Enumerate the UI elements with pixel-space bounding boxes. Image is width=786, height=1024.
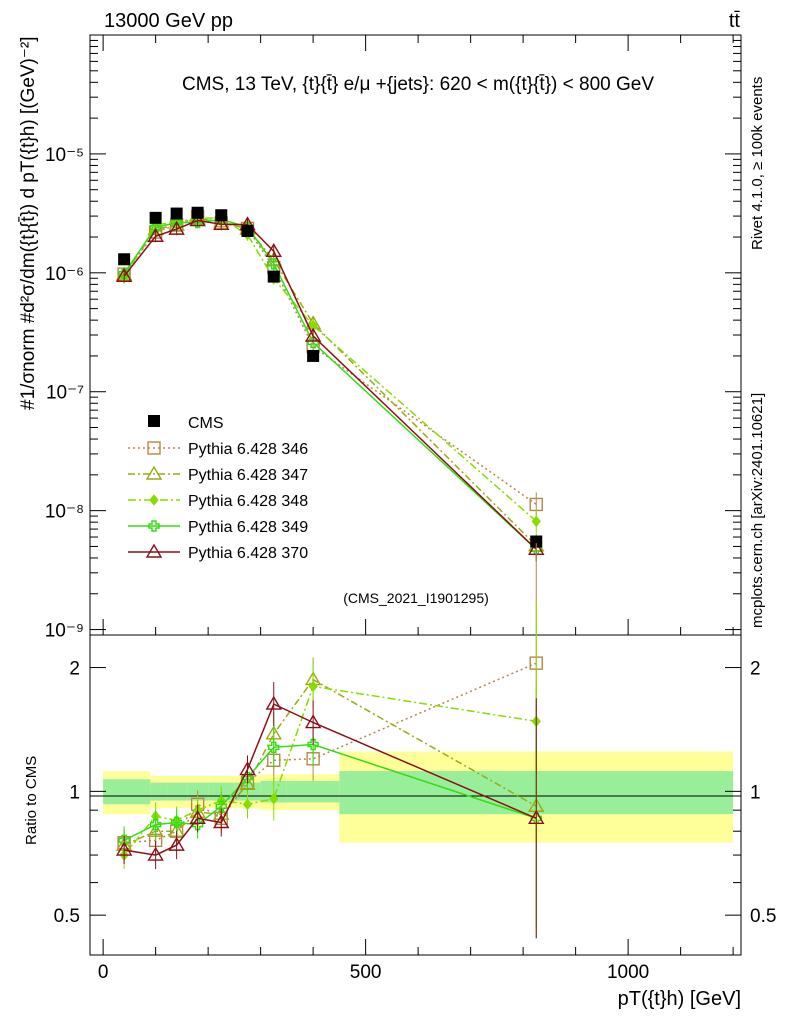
ratio-series	[115, 543, 545, 939]
cms-point	[530, 535, 543, 548]
legend: CMS Pythia 6.428 346 Pythia 6.428 347 Pythi…	[128, 415, 308, 562]
legend-label-347: Pythia 6.428 347	[188, 467, 308, 484]
ratio-point-370	[189, 809, 206, 824]
series-line-347	[123, 218, 537, 547]
mcplots-label: mcplots.cern.ch [arXiv:2401.10621]	[749, 393, 766, 628]
y-tick-label: 10⁻⁸	[45, 502, 84, 523]
x-axis-label: pT({t}h) [GeV]	[618, 988, 741, 1010]
ratio-tick-label: 0.5	[54, 906, 80, 927]
legend-label-349: Pythia 6.428 349	[188, 519, 308, 536]
legend-label-348: Pythia 6.428 348	[188, 493, 308, 510]
x-ticks: 0 500 1000	[98, 35, 734, 983]
series-point-370	[189, 212, 206, 227]
y-tick-label: 10⁻⁵	[45, 145, 84, 166]
ratio-point-348	[269, 792, 279, 805]
ratio-point-370	[168, 836, 185, 851]
x-tick-label: 500	[350, 962, 382, 983]
legend-marker-349	[148, 520, 160, 532]
series-point-370	[304, 327, 322, 342]
ratio-point-349	[149, 818, 162, 831]
cms-point	[191, 206, 204, 219]
ratio-frame	[89, 634, 742, 956]
cms-point	[307, 349, 320, 362]
ratio-point-370	[147, 846, 164, 861]
main-series	[115, 209, 545, 562]
series-line-370	[123, 219, 537, 550]
legend-marker-346	[147, 441, 161, 455]
series-point-349	[268, 258, 280, 270]
cms-point	[170, 207, 183, 220]
legend-label-cms: CMS	[188, 415, 224, 432]
ratio-point-348	[242, 798, 253, 811]
y-tick-label: 10⁻⁶	[45, 264, 84, 285]
series-line-346	[123, 215, 537, 506]
ratio-point-349	[268, 741, 280, 753]
series-point-370	[168, 220, 185, 235]
series-point-370	[265, 242, 282, 258]
series-point-370	[147, 227, 164, 242]
rivet-label: Rivet 4.1.0, ≥ 100k events	[749, 77, 766, 250]
inner-band	[166, 782, 188, 801]
inner-band	[150, 782, 167, 801]
legend-marker-348	[149, 494, 159, 506]
ratio-y-ticks: 2 2 1 1 0.5 0.5	[54, 659, 777, 928]
cms-data-points	[118, 206, 543, 548]
plot-title: CMS, 13 TeV, {t}{t̄} e/μ +{jets}: 620 < …	[182, 74, 654, 95]
ratio-point-349	[307, 738, 319, 751]
ratio-y-axis-label: Ratio to CMS	[23, 756, 40, 845]
ratio-point-370	[528, 809, 545, 824]
legend-marker-370	[145, 543, 163, 558]
ratio-point-349	[241, 771, 254, 784]
cms-point	[215, 209, 228, 222]
y-tick-label: 10⁻⁹	[45, 621, 84, 642]
energy-label: 13000 GeV pp	[104, 10, 233, 32]
cms-point	[241, 224, 254, 237]
ratio-point-349	[215, 800, 227, 812]
main-panel: CMS, 13 TeV, {t}{t̄} e/μ +{jets}: 620 < …	[18, 34, 742, 642]
ratio-point-370	[115, 841, 133, 856]
ratio-tick-label: 1	[750, 782, 761, 803]
ratio-point-370	[239, 761, 256, 776]
cms-point	[118, 253, 131, 266]
y-tick-label: 10⁻⁷	[46, 383, 84, 404]
main-y-axis-label: #1/σnorm #d²σ/dm({t}{t̄}) d pT({t}h) [(G…	[18, 36, 39, 410]
legend-label-370: Pythia 6.428 370	[188, 545, 308, 562]
ratio-tick-label: 2	[750, 659, 761, 680]
x-tick-label: 0	[98, 962, 109, 983]
ratio-tick-label: 2	[69, 659, 80, 680]
main-y-ticks: 10⁻⁵ 10⁻⁶ 10⁻⁷ 10⁻⁸ 10⁻⁹	[45, 34, 741, 642]
x-tick-label: 1000	[607, 962, 649, 983]
analysis-label: (CMS_2021_I1901295)	[343, 590, 489, 606]
ratio-point-370	[265, 695, 282, 710]
ratio-panel: Ratio to CMS 2 2 1 1 0.5 0.5 0 500 1000 pT({t}h…	[23, 35, 776, 1010]
series-point-348	[531, 515, 541, 528]
legend-marker-347	[145, 465, 163, 480]
cms-point	[267, 270, 280, 283]
ratio-tick-label: 0.5	[750, 906, 776, 927]
series-point-370	[115, 267, 133, 282]
ratio-point-348	[308, 680, 318, 693]
ratio-point-349	[170, 816, 183, 829]
ratio-point-370	[213, 814, 230, 829]
series-line-348	[123, 217, 537, 522]
cms-point	[149, 211, 162, 224]
legend-marker-cms	[148, 415, 160, 427]
inner-band	[286, 780, 340, 803]
ratio-point-370	[304, 714, 322, 729]
legend-label-346: Pythia 6.428 346	[188, 441, 308, 458]
ratio-tick-label: 1	[69, 782, 80, 803]
process-label: tt̄	[729, 10, 741, 32]
inner-band	[103, 779, 151, 805]
series-line-349	[123, 218, 537, 550]
series-point-370	[213, 215, 230, 230]
